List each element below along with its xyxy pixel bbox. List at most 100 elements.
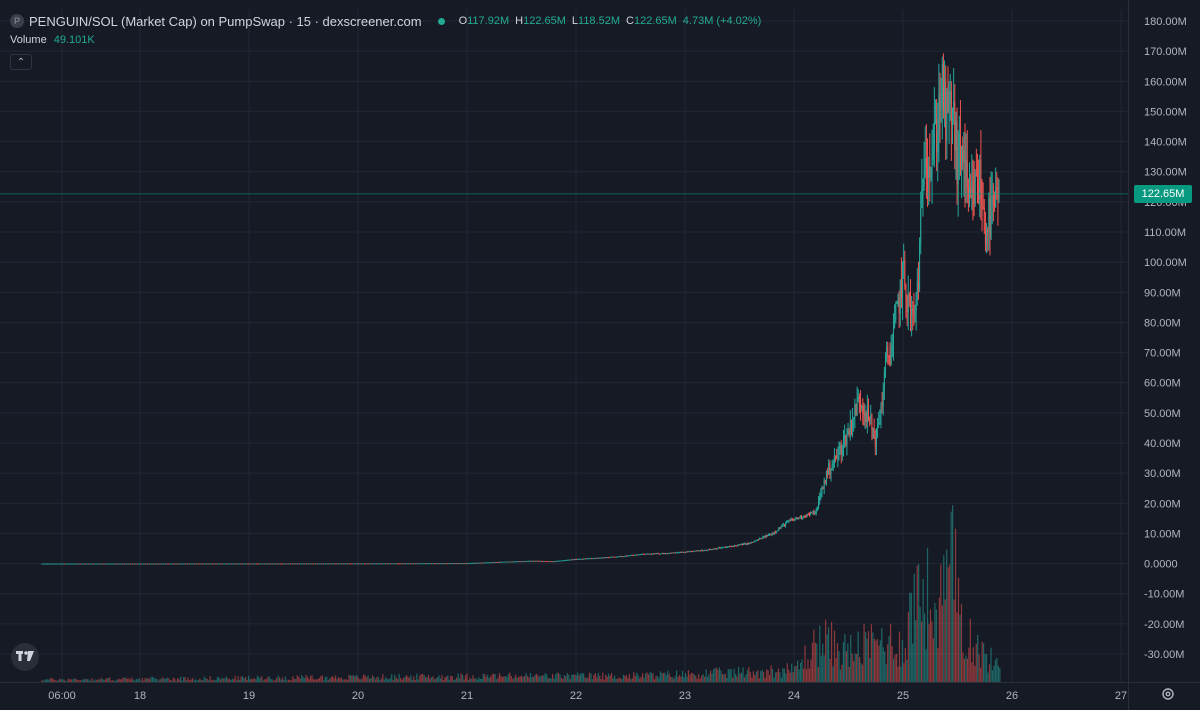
- candle-body: [72, 563, 74, 565]
- candle-body: [196, 563, 198, 565]
- volume-bar: [337, 677, 340, 682]
- candle-body: [981, 202, 983, 208]
- volume-bar: [222, 678, 225, 682]
- volume-bar: [634, 675, 636, 682]
- volume-bar: [693, 674, 695, 682]
- volume-bar: [335, 675, 337, 682]
- candle-body: [958, 132, 960, 147]
- volume-bar: [711, 673, 713, 682]
- volume-bar: [633, 672, 635, 682]
- candle-body: [149, 563, 151, 565]
- volume-bar: [550, 678, 552, 682]
- volume-bar: [422, 673, 424, 682]
- high-value: 122.65M: [523, 15, 566, 27]
- candle-body: [56, 563, 58, 565]
- candle-body: [942, 64, 944, 113]
- volume-bar: [836, 643, 839, 682]
- gear-icon[interactable]: [1160, 686, 1176, 702]
- volume-bar: [810, 659, 812, 682]
- volume-bar: [237, 676, 239, 682]
- tradingview-logo-icon[interactable]: [11, 643, 39, 671]
- candle-body: [503, 561, 505, 563]
- candle-body: [364, 563, 366, 565]
- y-tick-label: 0.0000: [1144, 559, 1178, 571]
- volume-bar: [206, 678, 208, 682]
- candle-body: [117, 563, 119, 565]
- candle-body: [338, 563, 340, 565]
- candle-body: [614, 556, 616, 558]
- volume-bar: [928, 623, 930, 682]
- volume-bar: [506, 677, 508, 682]
- symbol-badge-icon[interactable]: P: [10, 14, 24, 28]
- candle-body: [110, 563, 112, 565]
- candle-body: [547, 561, 549, 563]
- volume-bar: [361, 678, 363, 682]
- volume-bar: [516, 677, 518, 682]
- candle-body: [685, 552, 687, 554]
- candle-body: [293, 563, 295, 565]
- candle-body: [476, 562, 478, 564]
- volume-bar: [938, 597, 940, 682]
- candle-body: [104, 563, 106, 565]
- time-axis[interactable]: 06:00 18 19 20 21 22 23 24 25 26 27: [48, 690, 1127, 702]
- candle-body: [979, 160, 981, 200]
- candle-body: [840, 445, 842, 455]
- volume-bar: [417, 679, 419, 682]
- volume-bar: [290, 680, 292, 682]
- candle-body: [522, 561, 524, 563]
- candle-body: [584, 558, 586, 560]
- volume-bar: [615, 678, 617, 682]
- candle-body: [216, 563, 218, 565]
- candle-body: [576, 558, 578, 560]
- candle-body: [560, 560, 562, 562]
- price-axis[interactable]: 180.00M170.00M160.00M150.00M140.00M130.0…: [1144, 16, 1187, 661]
- volume-bar: [959, 614, 961, 682]
- candle-body: [533, 560, 535, 562]
- candle-body: [694, 550, 696, 552]
- volume-bar: [144, 677, 146, 682]
- volume-bar: [399, 678, 402, 682]
- candle-body: [931, 159, 933, 172]
- last-price-tag: 122.65M: [1134, 185, 1192, 203]
- candle-body: [296, 563, 298, 565]
- collapse-legend-button[interactable]: ⌃: [10, 54, 32, 70]
- candle-body: [746, 543, 748, 545]
- volume-bar: [935, 609, 937, 682]
- candle-body: [995, 186, 997, 207]
- candle-body: [160, 563, 162, 565]
- candle-body: [352, 563, 354, 565]
- candle-body: [478, 562, 480, 564]
- candle-body: [220, 563, 222, 565]
- candle-body: [208, 563, 210, 565]
- volume-bar: [88, 679, 90, 682]
- candle-body: [596, 557, 598, 559]
- volume-bar: [808, 668, 811, 682]
- candle-body: [418, 563, 420, 565]
- candle-body: [768, 534, 770, 537]
- volume-bar: [681, 670, 684, 682]
- candle-body: [911, 308, 913, 317]
- candle-body: [480, 562, 482, 564]
- candle-body: [636, 554, 638, 556]
- candle-body: [535, 560, 537, 562]
- volume-bar: [785, 673, 787, 682]
- candle-body: [880, 404, 882, 422]
- candle-body: [855, 403, 857, 416]
- candle-body: [421, 563, 423, 565]
- volume-bar: [495, 679, 498, 682]
- volume-bar: [209, 676, 211, 682]
- volume-bar: [702, 674, 704, 682]
- candle-body: [47, 563, 49, 565]
- candle-body: [436, 563, 438, 565]
- volume-bar: [456, 677, 458, 682]
- candle-body: [308, 563, 310, 565]
- candle-body: [363, 563, 365, 565]
- volume-bar: [376, 676, 378, 682]
- candle-body: [703, 550, 705, 552]
- volume-bar: [227, 678, 229, 682]
- volume-bar: [264, 679, 266, 682]
- volume-bar: [813, 629, 815, 682]
- candle-body: [634, 554, 636, 556]
- candle-body: [295, 563, 297, 565]
